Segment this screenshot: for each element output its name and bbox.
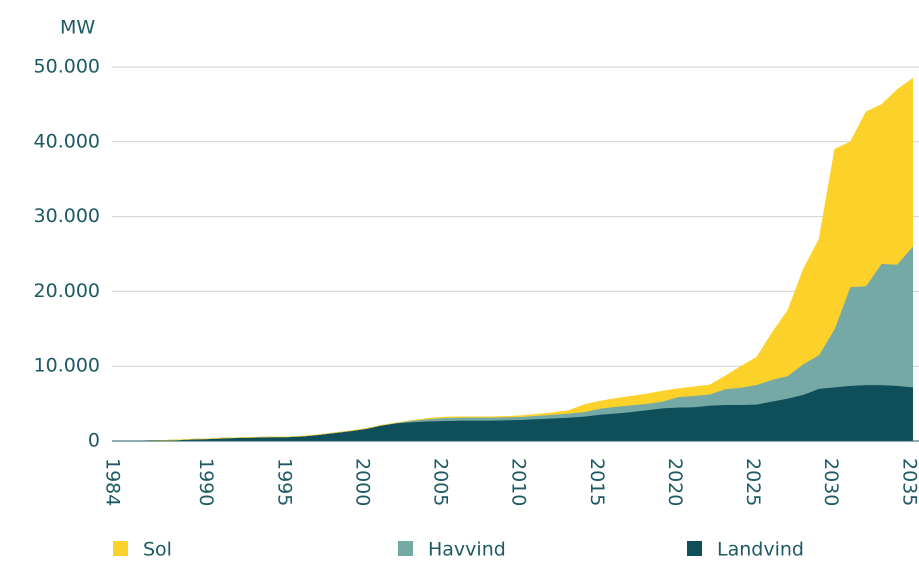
- y-tick-label: 20.000: [34, 280, 100, 302]
- y-tick-label: 50.000: [34, 56, 100, 78]
- x-tick-label: 1990: [195, 458, 217, 506]
- legend-swatch: [113, 541, 128, 556]
- x-tick-label: 2025: [742, 458, 764, 506]
- x-tick-label: 1995: [273, 458, 295, 506]
- y-tick-label: 40.000: [34, 130, 100, 152]
- legend-label: Havvind: [428, 539, 506, 561]
- legend-swatch: [398, 541, 413, 556]
- x-tick-label: 2015: [586, 458, 608, 506]
- legend-label: Landvind: [717, 539, 804, 561]
- area: [115, 77, 913, 442]
- x-tick-label: 2010: [508, 458, 530, 506]
- x-tick-label: 2000: [351, 458, 373, 506]
- legend-label: Sol: [143, 539, 172, 561]
- x-tick-label: 1984: [102, 458, 124, 506]
- y-tick-label: 10.000: [34, 355, 100, 377]
- x-tick-label: 2030: [820, 458, 842, 506]
- legend-swatch: [687, 541, 702, 556]
- x-tick-label: 2020: [664, 458, 686, 506]
- y-axis-label: MW: [60, 17, 95, 39]
- y-tick-label: 30.000: [34, 205, 100, 227]
- x-tick-label: 2035: [898, 458, 919, 506]
- x-tick-label: 2005: [430, 458, 452, 506]
- y-tick-label: 0: [88, 430, 100, 452]
